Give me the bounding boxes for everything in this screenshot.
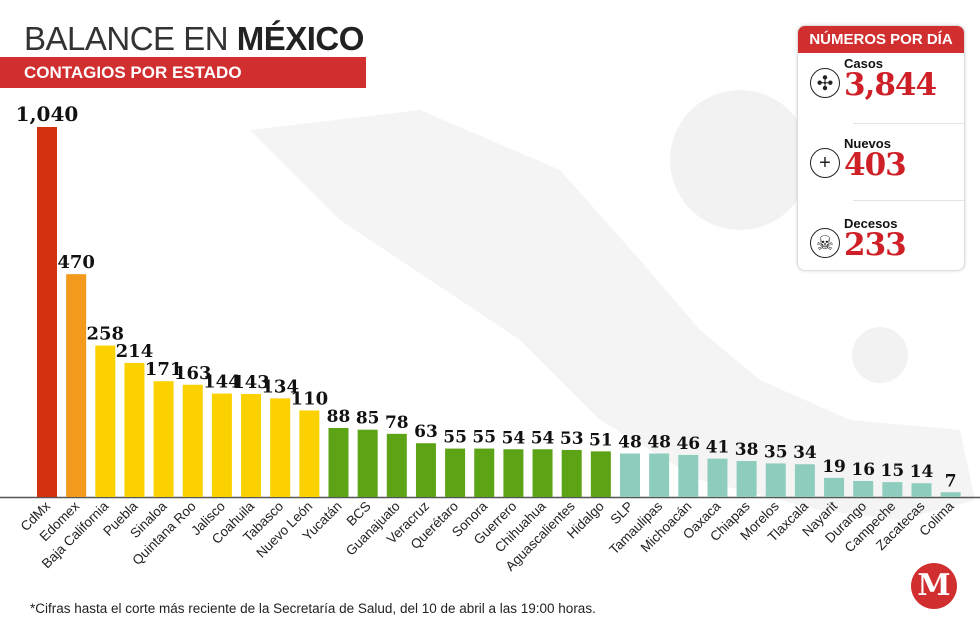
plus-circle-icon: +: [810, 148, 840, 178]
stat-label: Casos: [844, 56, 884, 71]
value-label: 35: [764, 442, 788, 462]
value-label: 1,040: [16, 102, 79, 126]
bar: [66, 274, 87, 497]
page-title: BALANCE EN MÉXICO: [24, 20, 364, 57]
value-label: 7: [945, 471, 957, 491]
bar: [153, 381, 174, 497]
bar: [503, 449, 524, 497]
stat-value: 403: [844, 147, 907, 183]
value-label: 48: [647, 432, 671, 452]
bar: [328, 427, 349, 497]
value-label: 46: [676, 434, 700, 454]
value-label: 470: [57, 252, 95, 273]
divider: [853, 123, 964, 124]
bar: [211, 393, 232, 497]
value-label: 143: [232, 372, 270, 393]
value-label: 258: [87, 324, 125, 345]
bar: [649, 453, 670, 497]
bar: [824, 477, 845, 497]
bar: [532, 449, 553, 497]
bar: [299, 410, 320, 497]
bar: [95, 345, 116, 497]
bar: [241, 394, 262, 497]
stat-nuevos: + Nuevos 403: [810, 136, 960, 196]
bar: [736, 461, 757, 497]
value-label: 78: [385, 413, 409, 433]
value-label: 16: [851, 460, 875, 480]
divider: [853, 200, 964, 201]
bar: [445, 448, 466, 497]
value-label: 171: [145, 359, 183, 380]
bar: [765, 463, 786, 497]
bar: [474, 448, 495, 497]
bar: [124, 362, 145, 497]
virus-icon: ✣: [810, 68, 840, 98]
skull-icon: ☠: [810, 228, 840, 258]
subtitle: CONTAGIOS POR ESTADO: [24, 63, 242, 82]
value-label: 55: [443, 428, 467, 448]
bar: [182, 384, 203, 497]
value-label: 38: [735, 440, 759, 460]
bar: [940, 492, 961, 497]
value-label: 51: [589, 430, 613, 450]
stat-value: 3,844: [844, 67, 937, 103]
stat-value: 233: [844, 227, 907, 263]
bar: [357, 429, 378, 497]
panel-title: NÚMEROS POR DÍA: [798, 26, 964, 53]
value-label: 53: [560, 429, 584, 449]
value-label: 110: [291, 388, 329, 409]
stat-label: Nuevos: [844, 136, 891, 151]
footnote: *Cifras hasta el corte más reciente de l…: [30, 601, 596, 616]
bar: [590, 451, 611, 497]
bar: [620, 453, 640, 497]
bar: [37, 127, 57, 497]
value-label: 14: [910, 462, 934, 482]
bar: [794, 464, 815, 497]
bar: [678, 454, 699, 497]
bar: [270, 398, 291, 497]
milenio-logo: M: [911, 563, 957, 609]
value-label: 54: [502, 428, 526, 448]
value-label: 88: [327, 407, 351, 427]
value-label: 55: [472, 428, 496, 448]
value-label: 41: [706, 438, 730, 458]
stat-decesos: ☠ Decesos 233: [810, 216, 960, 270]
value-label: 163: [174, 363, 212, 384]
value-label: 63: [414, 422, 438, 442]
bar: [853, 481, 874, 497]
value-label: 134: [261, 376, 299, 397]
stat-label: Decesos: [844, 216, 898, 231]
bar: [707, 458, 728, 497]
value-label: 15: [881, 461, 905, 481]
bar: [882, 482, 903, 497]
bar: [561, 449, 582, 497]
value-label: 19: [822, 457, 846, 477]
subtitle-banner: CONTAGIOS POR ESTADO: [0, 57, 366, 88]
bar: [415, 443, 436, 497]
value-label: 34: [793, 443, 817, 463]
bar: [386, 433, 407, 497]
daily-numbers-panel: NÚMEROS POR DÍA ✣ Casos 3,844 + Nuevos 4…: [797, 25, 965, 271]
stat-casos: ✣ Casos 3,844: [810, 56, 960, 116]
value-label: 214: [116, 341, 154, 362]
bar: [911, 483, 932, 497]
value-label: 85: [356, 409, 380, 429]
value-label: 144: [203, 372, 241, 393]
value-label: 48: [618, 432, 642, 452]
value-label: 54: [531, 428, 555, 448]
